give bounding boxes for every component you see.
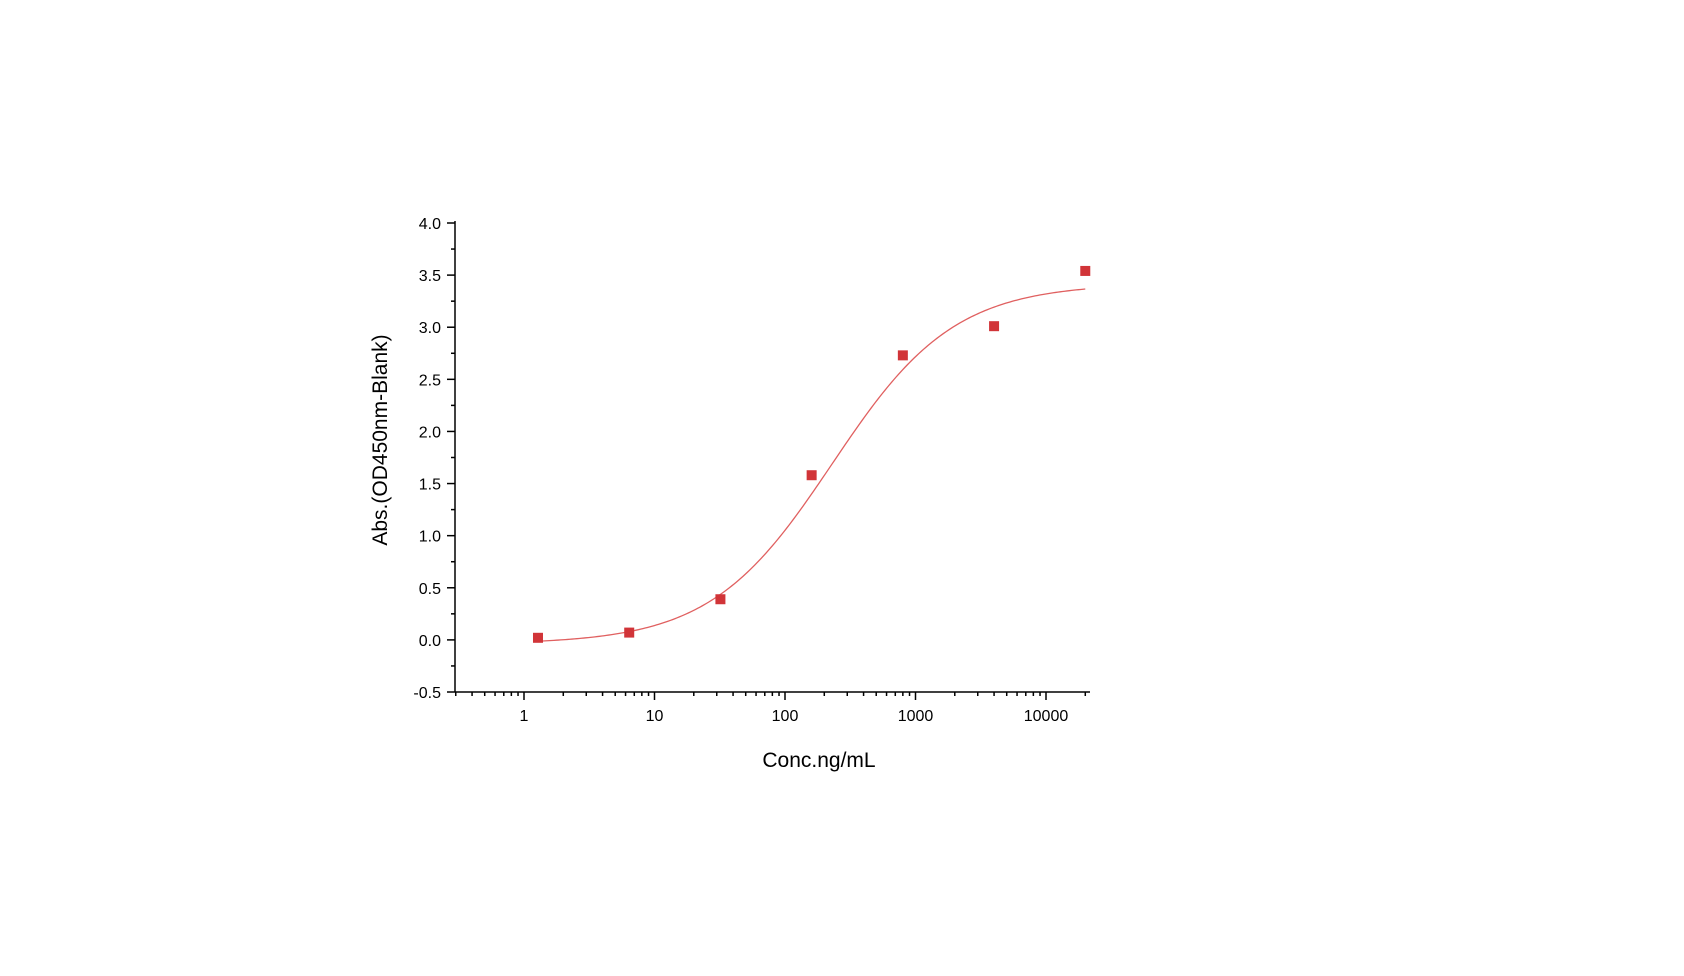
x-tick-label: 10: [646, 708, 664, 725]
fit-curve: [537, 288, 1086, 642]
y-axis-title: Abs.(OD450nm-Blank): [369, 334, 392, 545]
data-point: [715, 594, 726, 605]
y-tick-label: 3.5: [419, 268, 441, 285]
data-point: [1080, 265, 1091, 276]
data-point: [624, 627, 635, 638]
y-tick-label: 2.5: [419, 372, 441, 389]
x-tick-label: 1000: [898, 708, 934, 725]
x-axis-ticks: 1 10 100 1000 10000: [455, 692, 1087, 725]
x-tick-label: 1: [520, 708, 529, 725]
data-points: [532, 265, 1091, 643]
data-point: [897, 350, 908, 361]
x-axis-title: Conc.ng/mL: [762, 749, 875, 772]
y-tick-label: 1.5: [419, 477, 441, 494]
y-tick-label: -0.5: [413, 685, 441, 702]
data-point: [532, 632, 543, 643]
y-tick-label: 2.0: [419, 424, 441, 441]
x-tick-label: 10000: [1024, 708, 1069, 725]
data-point: [806, 470, 817, 481]
y-tick-label: 1.0: [419, 529, 441, 546]
y-tick-label: 3.0: [419, 320, 441, 337]
y-tick-label: 4.0: [419, 216, 441, 233]
x-tick-label: 100: [772, 708, 799, 725]
axes: [454, 221, 1090, 693]
y-tick-label: 0.5: [419, 581, 441, 598]
y-axis-ticks: -0.5 0.0 0.5 1.0 1.5 2.0 2.5 3.0 3.5 4.0: [413, 216, 455, 702]
data-point: [989, 321, 1000, 332]
y-tick-label: 0.0: [419, 633, 441, 650]
